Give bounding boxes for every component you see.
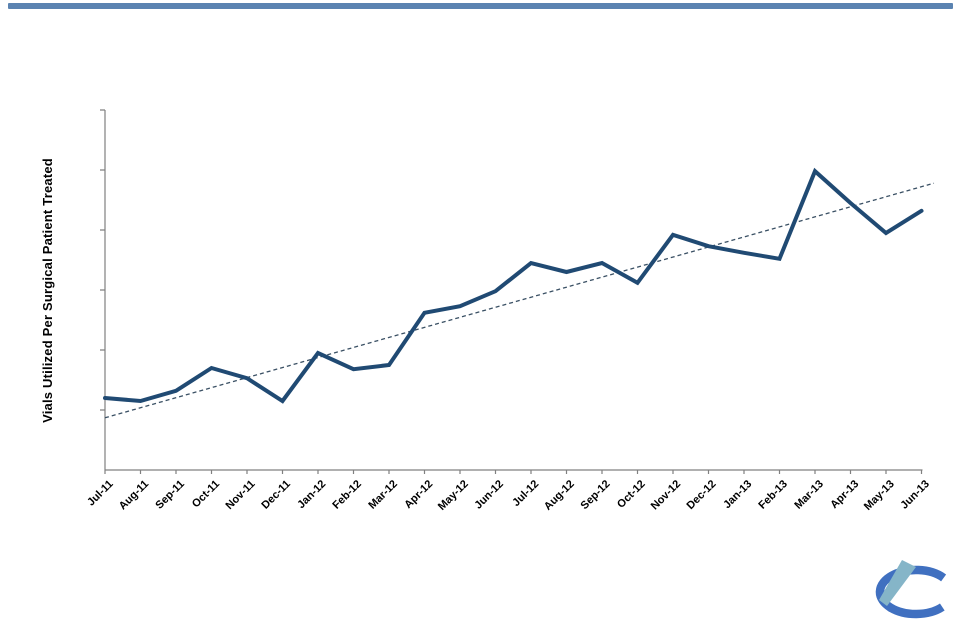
- company-logo: [875, 560, 947, 619]
- series-line: [103, 167, 924, 404]
- y-axis-title: Vials Utilized Per Surgical Patient Trea…: [30, 110, 64, 470]
- c-swoosh-icon: [875, 565, 947, 619]
- paddle-wedge-icon: [879, 560, 916, 606]
- y-axis-title-text: Vials Utilized Per Surgical Patient Trea…: [39, 157, 55, 423]
- top-accent-bar: [8, 3, 953, 9]
- trend-line: [104, 182, 935, 419]
- axes: [100, 109, 923, 474]
